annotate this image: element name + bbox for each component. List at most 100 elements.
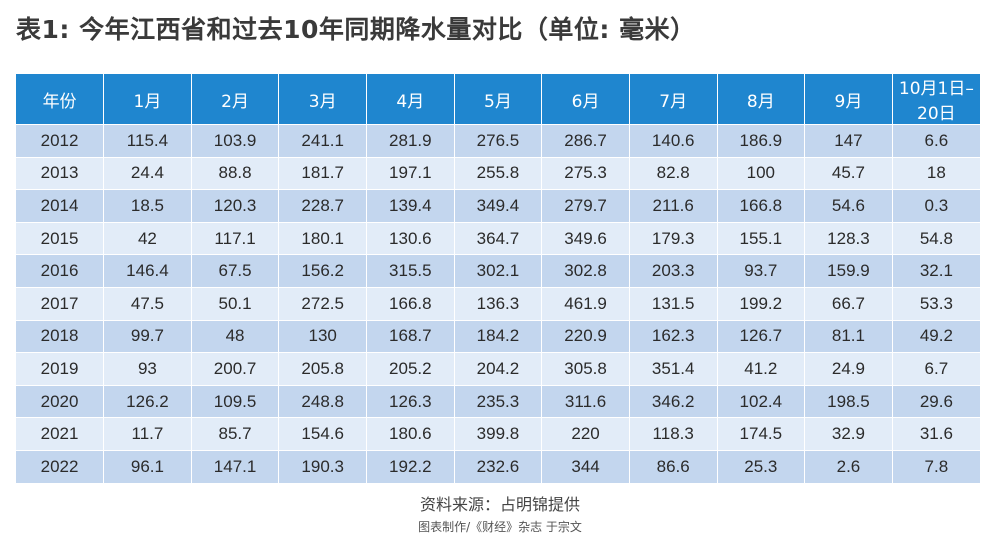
column-header: 2月: [191, 74, 280, 125]
table-row: 2018 99.7 48 130 168.7 184.2 220.9 162.3 126.7 81…: [16, 319, 980, 353]
column-header: 9月: [804, 74, 893, 125]
value-cell: 146.4: [103, 254, 192, 288]
value-cell: 159.9: [804, 254, 893, 288]
value-cell: 351.4: [629, 352, 718, 386]
year-cell: 2020: [16, 384, 105, 418]
column-header: 6月: [541, 74, 630, 125]
value-cell: 205.2: [366, 352, 455, 386]
value-cell: 281.9: [366, 124, 455, 158]
table-row: 2019 93 200.7 205.8 205.2 204.2 305.8 351.4 41.2…: [16, 352, 980, 386]
value-cell: 139.4: [366, 189, 455, 223]
value-cell: 47.5: [103, 286, 192, 321]
value-cell: 117.1: [191, 221, 280, 255]
value-cell: 248.8: [278, 384, 367, 418]
value-cell: 96.1: [103, 449, 192, 483]
year-cell: 2012: [16, 124, 105, 158]
value-cell: 6.7: [892, 352, 980, 386]
value-cell: 29.6: [892, 384, 980, 418]
value-cell: 31.6: [892, 417, 980, 451]
value-cell: 24.9: [804, 352, 893, 386]
value-cell: 232.6: [454, 449, 543, 483]
value-cell: 147.1: [191, 449, 280, 483]
column-header: 1月: [103, 74, 192, 125]
value-cell: 184.2: [454, 319, 543, 353]
table-body: 2012 115.4 103.9 241.1 281.9 276.5 286.7 140.6 1…: [16, 124, 980, 483]
value-cell: 349.4: [454, 189, 543, 223]
table-row: 2016 146.4 67.5 156.2 315.5 302.1 302.8 203.3 93…: [16, 254, 980, 288]
value-cell: 88.8: [191, 156, 280, 190]
value-cell: 66.7: [804, 286, 893, 321]
table-row: 2014 18.5 120.3 228.7 139.4 349.4 279.7 211.6 16…: [16, 189, 980, 223]
value-cell: 136.3: [454, 286, 543, 321]
value-cell: 41.2: [717, 352, 806, 386]
table-row: 2020 126.2 109.5 248.8 126.3 235.3 311.6 346.2 1…: [16, 384, 980, 418]
value-cell: 120.3: [191, 189, 280, 223]
value-cell: 18: [892, 156, 980, 190]
value-cell: 220: [541, 417, 630, 451]
value-cell: 140.6: [629, 124, 718, 158]
value-cell: 272.5: [278, 286, 367, 321]
value-cell: 147: [804, 124, 893, 158]
value-cell: 25.3: [717, 449, 806, 483]
value-cell: 93: [103, 352, 192, 386]
value-cell: 126.3: [366, 384, 455, 418]
value-cell: 199.2: [717, 286, 806, 321]
value-cell: 192.2: [366, 449, 455, 483]
value-cell: 54.6: [804, 189, 893, 223]
value-cell: 50.1: [191, 286, 280, 321]
value-cell: 67.5: [191, 254, 280, 288]
value-cell: 109.5: [191, 384, 280, 418]
value-cell: 162.3: [629, 319, 718, 353]
value-cell: 81.1: [804, 319, 893, 353]
value-cell: 200.7: [191, 352, 280, 386]
value-cell: 364.7: [454, 221, 543, 255]
value-cell: 54.8: [892, 221, 980, 255]
value-cell: 302.8: [541, 254, 630, 288]
value-cell: 204.2: [454, 352, 543, 386]
value-cell: 131.5: [629, 286, 718, 321]
table-header: 年份 1月 2月 3月 4月 5月 6月 7月 8月 9月 10月1日–20日: [16, 74, 980, 125]
column-header: 3月: [278, 74, 367, 125]
value-cell: 198.5: [804, 384, 893, 418]
value-cell: 346.2: [629, 384, 718, 418]
value-cell: 99.7: [103, 319, 192, 353]
year-cell: 2015: [16, 221, 105, 255]
value-cell: 302.1: [454, 254, 543, 288]
value-cell: 2.6: [804, 449, 893, 483]
value-cell: 461.9: [541, 286, 630, 321]
credit-note: 图表制作/《财经》杂志 于宗文: [418, 520, 582, 534]
value-cell: 235.3: [454, 384, 543, 418]
value-cell: 180.1: [278, 221, 367, 255]
value-cell: 86.6: [629, 449, 718, 483]
value-cell: 180.6: [366, 417, 455, 451]
value-cell: 93.7: [717, 254, 806, 288]
value-cell: 128.3: [804, 221, 893, 255]
value-cell: 82.8: [629, 156, 718, 190]
value-cell: 228.7: [278, 189, 367, 223]
value-cell: 32.1: [892, 254, 980, 288]
value-cell: 100: [717, 156, 806, 190]
value-cell: 126.7: [717, 319, 806, 353]
value-cell: 286.7: [541, 124, 630, 158]
value-cell: 275.3: [541, 156, 630, 190]
value-cell: 276.5: [454, 124, 543, 158]
value-cell: 0.3: [892, 189, 980, 223]
value-cell: 53.3: [892, 286, 980, 321]
column-header-year: 年份: [16, 74, 105, 125]
value-cell: 220.9: [541, 319, 630, 353]
value-cell: 311.6: [541, 384, 630, 418]
column-header: 8月: [717, 74, 806, 125]
value-cell: 45.7: [804, 156, 893, 190]
value-cell: 203.3: [629, 254, 718, 288]
value-cell: 7.8: [892, 449, 980, 483]
table-row: 2015 42 117.1 180.1 130.6 364.7 349.6 179.3 155.…: [16, 221, 980, 255]
value-cell: 11.7: [103, 417, 192, 451]
value-cell: 255.8: [454, 156, 543, 190]
value-cell: 349.6: [541, 221, 630, 255]
value-cell: 103.9: [191, 124, 280, 158]
table-row: 2017 47.5 50.1 272.5 166.8 136.3 461.9 131.5 199…: [16, 286, 980, 321]
value-cell: 179.3: [629, 221, 718, 255]
value-cell: 181.7: [278, 156, 367, 190]
header-row: 年份 1月 2月 3月 4月 5月 6月 7月 8月 9月 10月1日–20日: [16, 74, 980, 125]
year-cell: 2018: [16, 319, 105, 353]
